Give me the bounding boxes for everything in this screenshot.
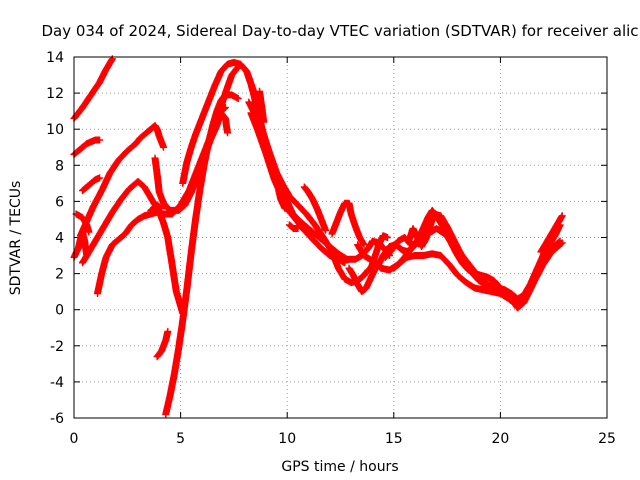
series-s9	[147, 201, 165, 214]
marker-path	[345, 264, 379, 296]
marker-path	[285, 221, 302, 232]
x-tick-label: 25	[598, 431, 616, 447]
marker-path	[76, 122, 167, 240]
series-s28	[405, 215, 436, 250]
data-points	[70, 55, 566, 418]
marker-path	[79, 174, 104, 195]
x-tick-label: 5	[176, 431, 185, 447]
series-s16	[247, 109, 298, 220]
plot-frame	[73, 56, 608, 419]
series-s27	[390, 241, 564, 310]
y-tick-label: 0	[55, 303, 64, 319]
marker-path	[247, 109, 298, 220]
y-tick-label: 8	[55, 158, 64, 174]
y-tick-label: -4	[50, 375, 64, 391]
y-axis-label: SDTVAR / TECUs	[8, 181, 24, 296]
series-s20	[300, 183, 330, 234]
y-tick-label: 10	[46, 122, 64, 138]
marker-path	[390, 241, 564, 310]
y-tick-label: 2	[55, 267, 64, 283]
series-s25	[366, 232, 391, 274]
series-s6	[76, 122, 167, 240]
series-s17	[256, 87, 268, 126]
y-tick-label: -2	[50, 339, 64, 355]
marker-path	[366, 232, 391, 274]
marker-path	[275, 187, 289, 213]
series-s2	[70, 136, 104, 158]
marker-path	[151, 109, 231, 214]
marker-path	[405, 215, 436, 250]
marker-path	[147, 201, 165, 214]
y-tick-label: -6	[50, 411, 64, 427]
marker-path	[70, 136, 104, 158]
y-tick-label: 14	[46, 50, 64, 66]
series-s15	[245, 98, 349, 267]
x-tick-label: 10	[278, 431, 296, 447]
series-s3	[79, 174, 104, 195]
series-s21	[328, 199, 368, 249]
series-s19	[285, 221, 302, 232]
tick-labels: 0 5 10 15 20 25 -6 -4 -2 0 2 4 6 8 10 12 14	[46, 50, 616, 447]
marker-path	[70, 55, 116, 122]
marker-path	[162, 91, 242, 418]
series-s29	[537, 212, 566, 256]
marker-path	[200, 60, 372, 287]
marker-path	[153, 327, 172, 361]
marker-path	[537, 212, 566, 256]
x-tick-label: 0	[70, 431, 79, 447]
chart-title: Day 034 of 2024, Sidereal Day-to-day VTE…	[41, 22, 638, 40]
series-s22	[345, 264, 379, 296]
series-s10	[151, 109, 231, 214]
x-axis-label: GPS time / hours	[281, 459, 398, 475]
marker-path	[300, 183, 330, 234]
series-s18	[275, 187, 289, 213]
x-tick-label: 20	[491, 431, 509, 447]
marker-path	[245, 98, 349, 267]
marker-path	[256, 87, 268, 126]
axis-ticks	[73, 56, 608, 419]
y-tick-label: 4	[55, 231, 64, 247]
series-s11	[153, 327, 172, 361]
marker-path	[328, 199, 368, 249]
series-s1	[70, 55, 116, 122]
grid-lines	[74, 57, 607, 418]
series-s14	[200, 60, 372, 287]
x-tick-label: 15	[385, 431, 403, 447]
series-s12	[162, 91, 242, 418]
y-tick-label: 12	[46, 86, 64, 102]
y-tick-label: 6	[55, 194, 64, 210]
